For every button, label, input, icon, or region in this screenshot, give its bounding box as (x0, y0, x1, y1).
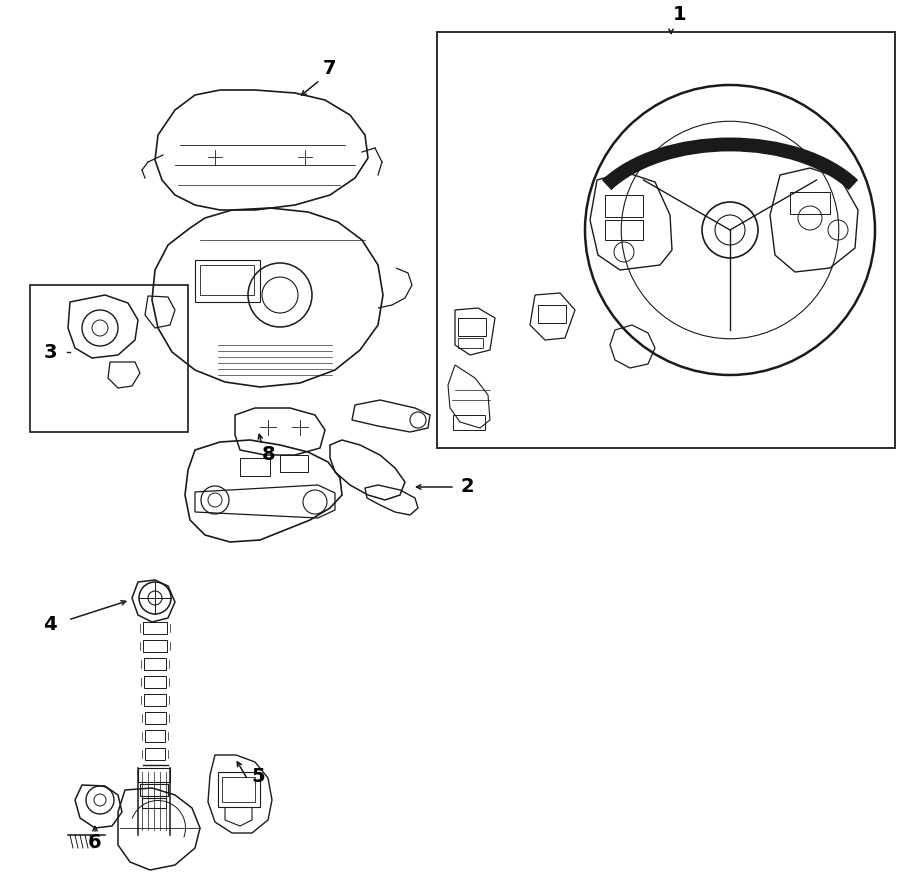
Bar (538, 305, 566, 323)
Bar (437, 32, 895, 448)
Bar (280, 455, 308, 472)
Bar (453, 415, 485, 430)
Text: 2: 2 (460, 477, 473, 496)
Text: 5: 5 (251, 766, 265, 786)
Bar (218, 772, 260, 807)
Bar (790, 192, 830, 214)
Text: 6: 6 (88, 833, 102, 852)
Text: 1: 1 (673, 5, 687, 25)
Bar (605, 220, 643, 240)
Text: 7: 7 (323, 59, 337, 77)
Bar (605, 195, 643, 217)
Bar (222, 777, 255, 802)
Text: 4: 4 (43, 616, 57, 634)
Bar (458, 338, 483, 348)
Bar (195, 260, 260, 302)
Text: 8: 8 (262, 446, 275, 465)
Bar (458, 318, 486, 336)
Text: 3: 3 (43, 343, 57, 361)
Bar (30, 285, 188, 432)
Bar (240, 458, 270, 476)
Bar (200, 265, 254, 295)
